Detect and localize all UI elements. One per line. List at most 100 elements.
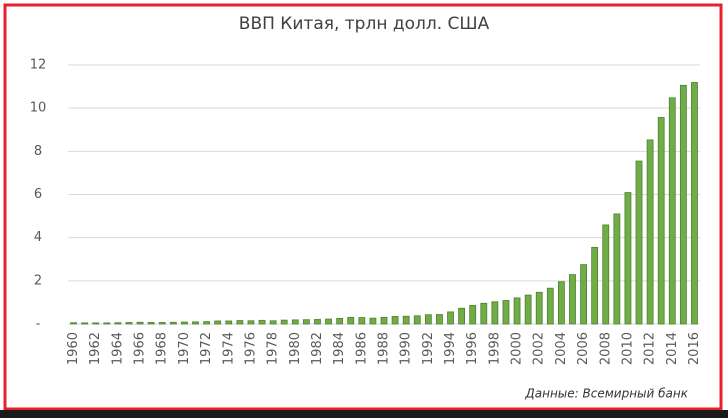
x-tick-label: 1988 (377, 332, 392, 365)
x-tick-label: 2004 (554, 332, 569, 365)
bar (679, 84, 687, 325)
bar (225, 320, 233, 325)
bar (535, 291, 543, 325)
frame (3, 3, 723, 411)
x-tick-label: 1960 (66, 332, 81, 365)
bar (524, 294, 532, 325)
x-tick-label: 2014 (665, 332, 680, 365)
x-tick-label: 2002 (532, 332, 547, 365)
bar (513, 297, 521, 325)
x-tick-label: 1974 (221, 332, 236, 365)
bar (436, 314, 443, 325)
bar (558, 281, 565, 325)
bar (424, 314, 432, 325)
bar (391, 316, 399, 325)
bar (635, 160, 643, 325)
x-tick-label: 1984 (332, 332, 347, 365)
bar (125, 322, 133, 325)
bar (591, 246, 599, 325)
bar (269, 320, 277, 325)
bar (358, 317, 366, 325)
y-tick-label: 12 (30, 58, 47, 73)
bar (181, 321, 188, 325)
bar (657, 117, 665, 325)
x-tick-label: 2012 (643, 332, 658, 365)
bar (580, 264, 587, 325)
x-tick-label: 1996 (465, 332, 480, 365)
x-tick-label: 1994 (443, 332, 458, 365)
x-tick-label: 1980 (288, 332, 303, 365)
bar (347, 316, 355, 325)
x-tick-label: 2000 (510, 332, 525, 365)
x-tick-label: 1964 (110, 332, 125, 365)
bar (469, 305, 477, 325)
y-tick-label: 6 (34, 187, 42, 202)
bar (236, 320, 244, 325)
x-tick-label: 1986 (354, 332, 369, 365)
bar (691, 82, 698, 325)
x-tick-label: 2006 (576, 332, 591, 365)
bar (92, 322, 100, 325)
bar (402, 315, 410, 325)
x-tick-label: 1982 (310, 332, 325, 365)
bar (203, 321, 210, 325)
bar (169, 321, 177, 325)
bar (81, 322, 89, 325)
x-tick-label: 1992 (421, 332, 436, 365)
bar (136, 321, 144, 325)
x-tick-label: 1968 (155, 332, 170, 365)
bar (103, 322, 111, 325)
bar (214, 320, 222, 325)
bar (247, 320, 255, 325)
bar (114, 322, 122, 325)
bar (491, 301, 499, 325)
bar (336, 317, 344, 325)
bar (380, 316, 388, 325)
bar (70, 322, 77, 325)
bar (291, 319, 299, 325)
bar (158, 322, 166, 325)
x-tick-label: 1962 (88, 332, 103, 365)
bar (646, 139, 654, 325)
bar (447, 311, 454, 325)
x-tick-label: 2016 (687, 332, 702, 365)
y-tick-label: 10 (30, 101, 47, 116)
x-tick-label: 1972 (199, 332, 214, 365)
x-tick-label: 1998 (487, 332, 502, 365)
x-tick-label: 1966 (133, 332, 148, 365)
source: Данные: Всемирный банк (524, 387, 688, 401)
bar (480, 302, 488, 325)
bottom-bar (0, 410, 728, 418)
bar (668, 97, 676, 325)
bar (613, 213, 621, 325)
bar (258, 319, 266, 325)
chart-title: ВВП Китая, трлн долл. США (239, 14, 490, 34)
bar (502, 300, 510, 325)
y-tick-label: 4 (34, 230, 42, 245)
bar (314, 319, 321, 325)
y-tick-label: - (36, 317, 41, 332)
bar (413, 315, 421, 325)
y-tick-label: 2 (34, 273, 42, 288)
bar (302, 319, 310, 325)
x-tick-label: 2010 (620, 332, 635, 365)
y-tick-label: 8 (34, 144, 42, 159)
x-tick-label: 1970 (177, 332, 192, 365)
x-tick-label: 1978 (266, 332, 281, 365)
bar (147, 322, 155, 325)
bar (602, 224, 610, 325)
bar (192, 321, 199, 325)
bar (325, 318, 332, 325)
bar (569, 274, 576, 325)
x-tick-label: 2008 (598, 332, 613, 365)
bar (458, 307, 466, 325)
bar (624, 192, 632, 325)
bar (369, 317, 377, 325)
bar (280, 319, 288, 325)
bar (546, 287, 554, 325)
x-tick-label: 1976 (243, 332, 258, 365)
x-tick-label: 1990 (399, 332, 414, 365)
